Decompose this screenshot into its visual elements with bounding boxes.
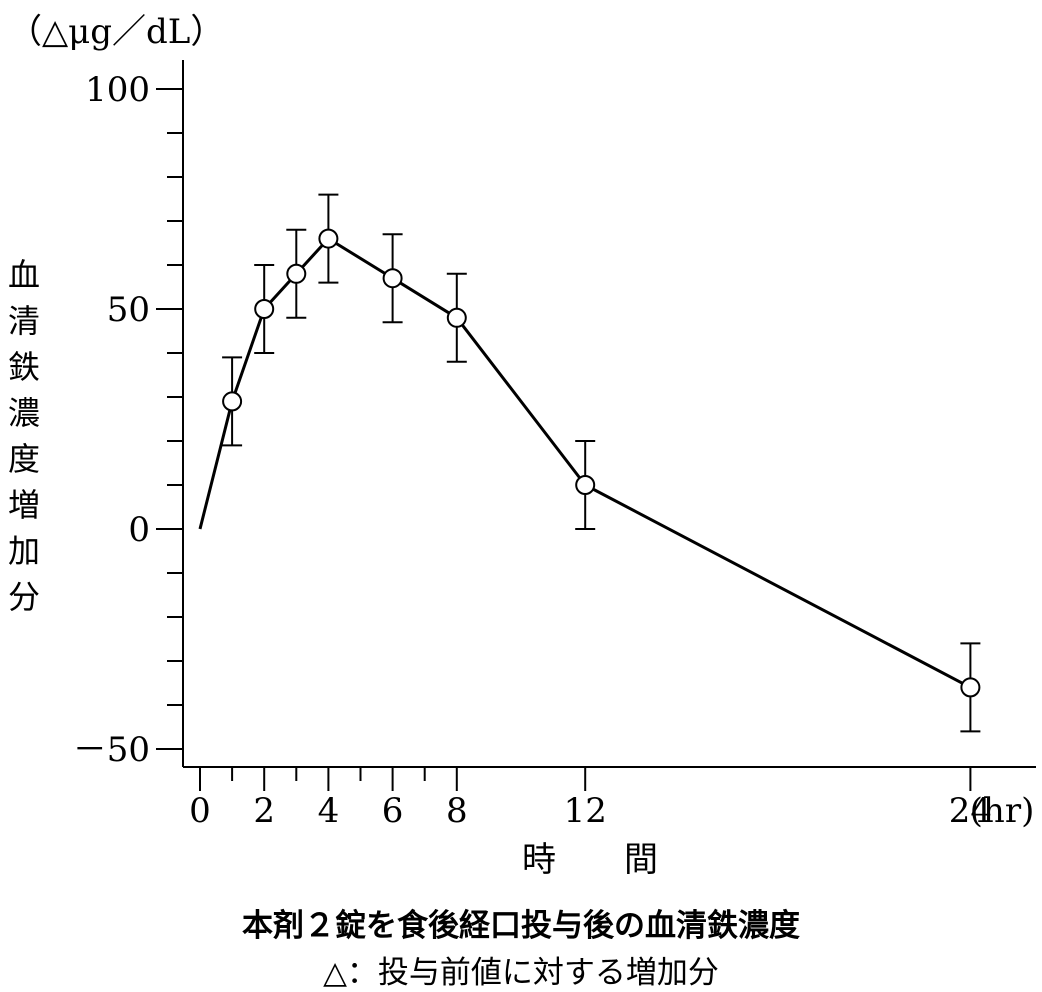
x-tick-label: 8 bbox=[446, 791, 468, 831]
y-tick-label: －50 bbox=[73, 730, 150, 770]
y-tick-label: 0 bbox=[128, 510, 150, 550]
chart-title: 本剤２錠を食後経口投与後の血清鉄濃度 bbox=[242, 908, 800, 944]
y-tick-label: 50 bbox=[107, 290, 150, 330]
x-tick-label: 24 bbox=[949, 791, 992, 831]
data-point bbox=[382, 268, 403, 289]
y-axis-label: 血清鉄濃度増加分 bbox=[7, 256, 40, 616]
x-unit-label: (hr) bbox=[970, 791, 1035, 831]
data-point bbox=[318, 228, 339, 249]
data-point bbox=[446, 307, 467, 328]
y-tick-label: 100 bbox=[85, 70, 150, 110]
chart-note: △：投与前値に対する増加分 bbox=[323, 955, 719, 991]
x-tick-label: 6 bbox=[382, 791, 404, 831]
x-axis-label: 時 間 bbox=[522, 840, 658, 880]
x-tick-label: 2 bbox=[253, 791, 275, 831]
data-point bbox=[575, 475, 596, 495]
x-tick-label: 4 bbox=[318, 791, 340, 831]
x-tick-label: 0 bbox=[189, 791, 211, 831]
data-point bbox=[286, 263, 307, 284]
data-point bbox=[960, 677, 981, 698]
data-point bbox=[254, 299, 275, 319]
y-unit-label: （△μg／dL） bbox=[8, 12, 225, 52]
data-point bbox=[222, 391, 243, 412]
x-tick-label: 12 bbox=[564, 791, 607, 831]
